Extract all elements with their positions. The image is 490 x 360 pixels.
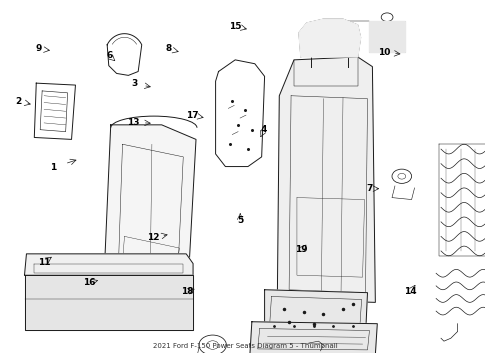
Text: 14: 14	[404, 287, 417, 296]
Text: 1: 1	[50, 163, 56, 172]
Text: 9: 9	[35, 45, 42, 54]
Text: 7: 7	[367, 184, 373, 193]
Polygon shape	[277, 57, 375, 302]
Polygon shape	[250, 322, 377, 355]
Text: 12: 12	[147, 233, 160, 242]
Text: 16: 16	[83, 279, 95, 287]
Text: 13: 13	[127, 118, 140, 127]
Text: 3: 3	[131, 80, 138, 89]
Text: 2021 Ford F-150 Power Seats Diagram 5 - Thumbnail: 2021 Ford F-150 Power Seats Diagram 5 - …	[152, 343, 338, 348]
Polygon shape	[369, 21, 405, 52]
Text: 4: 4	[261, 125, 268, 134]
Text: 8: 8	[165, 45, 172, 54]
Text: 5: 5	[237, 216, 244, 225]
Polygon shape	[265, 290, 368, 336]
Text: 19: 19	[295, 245, 308, 254]
Text: 11: 11	[38, 257, 50, 266]
Text: 18: 18	[181, 287, 194, 296]
Polygon shape	[103, 125, 196, 319]
Text: 17: 17	[186, 111, 198, 120]
Text: 6: 6	[106, 51, 113, 60]
Text: 15: 15	[229, 22, 242, 31]
Text: 10: 10	[378, 48, 391, 57]
Text: 2: 2	[15, 97, 22, 106]
Polygon shape	[24, 254, 193, 275]
Polygon shape	[299, 19, 361, 57]
Polygon shape	[24, 275, 193, 329]
